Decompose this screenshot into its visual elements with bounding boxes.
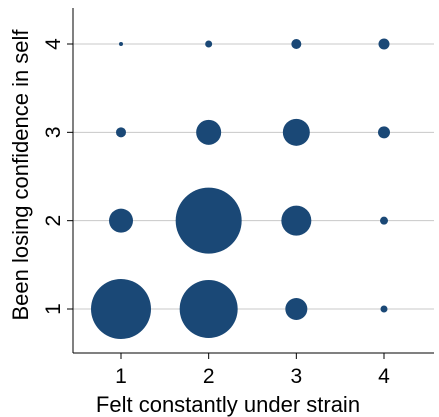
bubble-x2-y2: [175, 187, 242, 254]
x-axis-title: Felt constantly under strain: [96, 392, 360, 417]
bubble-x3-y3: [282, 118, 310, 146]
x-tick-label-1: 1: [115, 365, 127, 388]
bubble-x4-y2: [380, 216, 388, 225]
bubble-x1-y1: [91, 279, 151, 339]
bubble-x1-y2: [109, 208, 133, 233]
axes: [67, 8, 434, 359]
y-tick-label-1: 1: [42, 303, 65, 315]
bubble-x4-y4: [378, 38, 390, 50]
bubble-x2-y3: [196, 119, 222, 145]
tick-labels: 1 2 3 4 1 2 3 4: [42, 38, 390, 388]
x-tick-label-3: 3: [290, 365, 302, 388]
bubble-x1-y3: [116, 127, 126, 138]
bubble-x3-y1: [285, 298, 308, 320]
y-tick-label-4: 4: [42, 38, 65, 50]
x-tick-label-2: 2: [203, 365, 215, 388]
gridlines: [73, 43, 434, 310]
y-tick-label-2: 2: [42, 215, 65, 227]
y-axis-title: Been losing confidence in self: [8, 29, 33, 321]
bubble-x3-y4: [291, 39, 302, 49]
bubble-x4-y1: [380, 305, 388, 313]
bubble-x3-y2: [281, 205, 312, 236]
bubble-x2-y4: [205, 40, 213, 48]
bubble-x4-y3: [378, 126, 390, 139]
bubble-x1-y4: [119, 42, 123, 46]
y-tick-label-3: 3: [42, 126, 65, 138]
data-points: [91, 38, 390, 339]
x-tick-label-4: 4: [378, 365, 390, 388]
bubble-x2-y1: [179, 280, 238, 338]
